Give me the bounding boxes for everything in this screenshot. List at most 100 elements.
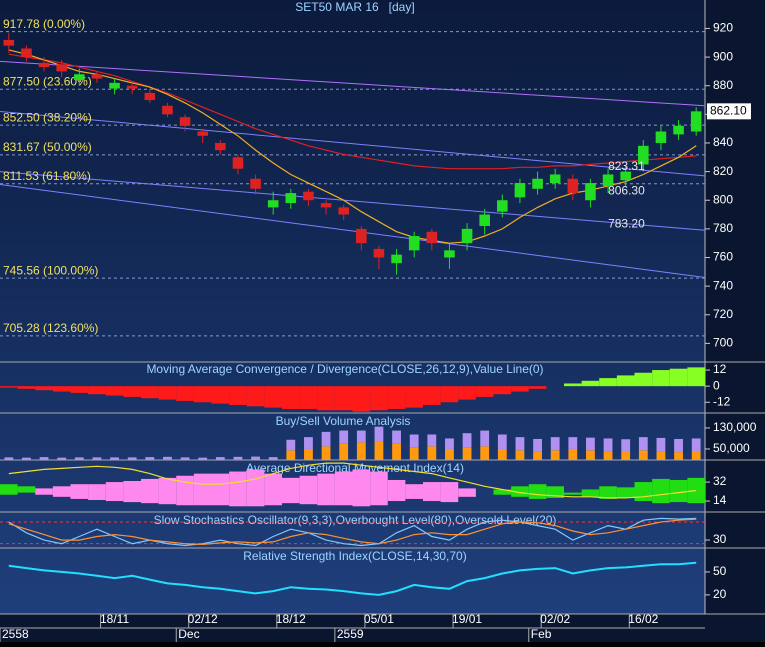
macd-bar [53, 386, 71, 391]
y-tick-label: -12 [713, 394, 731, 408]
volume-bar [128, 457, 137, 459]
macd-bar [264, 386, 282, 407]
candle-body [356, 229, 367, 243]
di-band [317, 474, 335, 506]
volume-bar [674, 452, 683, 460]
fib-label: 745.56 (100.00%) [3, 263, 98, 277]
volume-bar [410, 448, 419, 460]
volume-bar [181, 457, 190, 459]
candle-body [691, 111, 702, 131]
macd-bar [687, 367, 705, 386]
macd-bar [0, 386, 18, 387]
di-band [617, 487, 635, 498]
volume-bar [269, 457, 278, 459]
di-band [0, 484, 18, 495]
macd-bar [405, 386, 423, 407]
y-tick-label: 0 [713, 378, 720, 392]
candle-body [550, 174, 561, 183]
volume-bar [4, 457, 13, 459]
volume-bar [322, 432, 331, 446]
candle-body [532, 179, 543, 189]
volume-bar [375, 427, 384, 441]
volume-bar [4, 459, 13, 460]
volume-bar [410, 435, 419, 448]
di-band [88, 484, 106, 500]
candle-body [250, 179, 261, 189]
candle-body [673, 126, 684, 135]
volume-bar [57, 458, 66, 460]
di-band [529, 484, 547, 499]
candle-body [303, 192, 314, 201]
volume-bar [657, 452, 666, 460]
macd-bar [212, 386, 230, 403]
candle-body [391, 255, 402, 264]
candle-body [162, 106, 173, 115]
volume-bar [198, 458, 207, 460]
y-tick-label: 50 [713, 564, 727, 578]
volume-bar [145, 459, 154, 460]
di-band [194, 474, 212, 506]
di-band [441, 482, 459, 502]
period-label: 2559 [337, 627, 364, 641]
volume-bar [621, 451, 630, 460]
volume-bar [639, 437, 648, 450]
y-tick-label: 12 [713, 362, 727, 376]
macd-bar [176, 386, 194, 401]
di-band [35, 488, 53, 494]
volume-bar [163, 457, 172, 459]
volume-bar [181, 459, 190, 460]
volume-bar [339, 444, 348, 460]
period-label: 2558 [2, 627, 29, 641]
volume-bar [339, 431, 348, 444]
y-tick-label: 130,000 [713, 420, 757, 434]
volume-bar [375, 441, 384, 460]
di-band [53, 486, 71, 497]
x-tick-label: 19/01 [452, 612, 482, 626]
volume-bar [551, 450, 560, 460]
volume-bar [586, 450, 595, 460]
y-tick-label: 840 [713, 135, 733, 149]
y-tick-label: 740 [713, 278, 733, 292]
volume-bar [392, 444, 401, 460]
volume-bar [516, 450, 525, 460]
y-tick-label: 720 [713, 307, 733, 321]
volume-bar [286, 440, 295, 451]
candle-body [444, 250, 455, 257]
volume-bar [234, 459, 243, 460]
di-band [176, 476, 194, 506]
volume-bar [110, 457, 119, 459]
candle-body [321, 203, 332, 207]
di-band [123, 481, 141, 502]
macd-bar [282, 386, 300, 409]
di-band [423, 482, 441, 501]
fib-label: 852.50 (38.20%) [3, 110, 92, 124]
volume-bar [269, 459, 278, 460]
macd-bar [423, 386, 441, 405]
volume-bar [427, 435, 436, 447]
price-annotation: 783.20 [608, 216, 645, 230]
di-band [353, 469, 371, 506]
macd-bar [159, 386, 177, 399]
candle-body [374, 249, 385, 258]
volume-bar [40, 459, 49, 460]
di-band [335, 472, 353, 506]
di-band [282, 478, 300, 503]
candle-body [39, 63, 50, 67]
volume-bar [22, 458, 31, 460]
macd-bar [247, 386, 265, 406]
macd-bar [18, 386, 36, 389]
y-tick-label: 920 [713, 21, 733, 35]
candle-body [338, 207, 349, 214]
volume-bar [40, 457, 49, 459]
y-tick-label: 700 [713, 336, 733, 350]
volume-bar [551, 437, 560, 450]
volume-bar [692, 438, 701, 451]
fib-label: 917.78 (0.00%) [3, 17, 85, 31]
candle-body [515, 183, 526, 197]
chart-title: SET50 MAR 16 [day] [295, 0, 414, 14]
macd-bar [652, 370, 670, 386]
y-tick-label: 800 [713, 192, 733, 206]
candle-body [462, 229, 473, 243]
last-price: 862.10 [710, 104, 747, 118]
volume-bar [75, 457, 84, 459]
